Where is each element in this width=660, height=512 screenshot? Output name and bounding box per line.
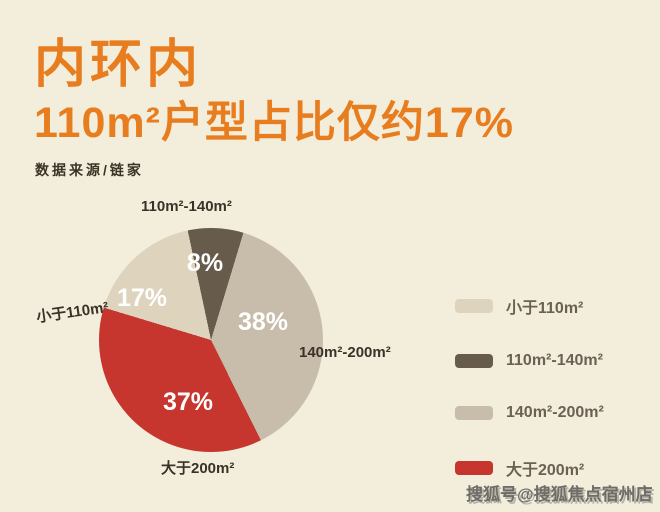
pie-slice-label-under-110: 小于110m²: [35, 299, 110, 326]
legend-swatch-over-200: [455, 461, 493, 475]
legend-swatch-under-110: [455, 299, 493, 313]
legend-item-under-110: 小于110m²: [455, 294, 655, 318]
data-source-note: 数据来源/链家: [35, 162, 144, 178]
pie-value-label-over-200: 37%: [162, 388, 214, 416]
pie-slice-label-over-200: 大于200m²: [161, 460, 235, 477]
legend-swatch-110-140: [455, 354, 493, 368]
pie-value-label-110-140: 8%: [186, 249, 224, 277]
pie-chart: [99, 228, 323, 452]
watermark: 搜狐号@搜狐焦点宿州店: [466, 485, 653, 504]
legend-label-110-140: 110m²-140m²: [506, 352, 603, 369]
pie-value-label-140-200: 38%: [237, 308, 289, 336]
pie-value-label-under-110: 17%: [116, 284, 168, 312]
legend-item-110-140: 110m²-140m²: [455, 352, 655, 370]
legend-swatch-140-200: [455, 406, 493, 420]
legend-item-140-200: 140m²-200m²: [455, 404, 655, 422]
legend: 小于110m² 110m²-140m² 140m²-200m² 大于200m²: [455, 294, 655, 480]
legend-label-under-110: 小于110m²: [506, 300, 584, 317]
page-subtitle: 110m²户型占比仅约17%: [34, 99, 514, 147]
page-title: 内环内: [34, 36, 203, 94]
legend-label-over-200: 大于200m²: [506, 462, 585, 479]
pie-slice-label-110-140: 110m²-140m²: [141, 198, 232, 215]
pie-slice-label-140-200: 140m²-200m²: [299, 344, 391, 361]
legend-label-140-200: 140m²-200m²: [506, 404, 604, 421]
legend-item-over-200: 大于200m²: [455, 456, 655, 480]
